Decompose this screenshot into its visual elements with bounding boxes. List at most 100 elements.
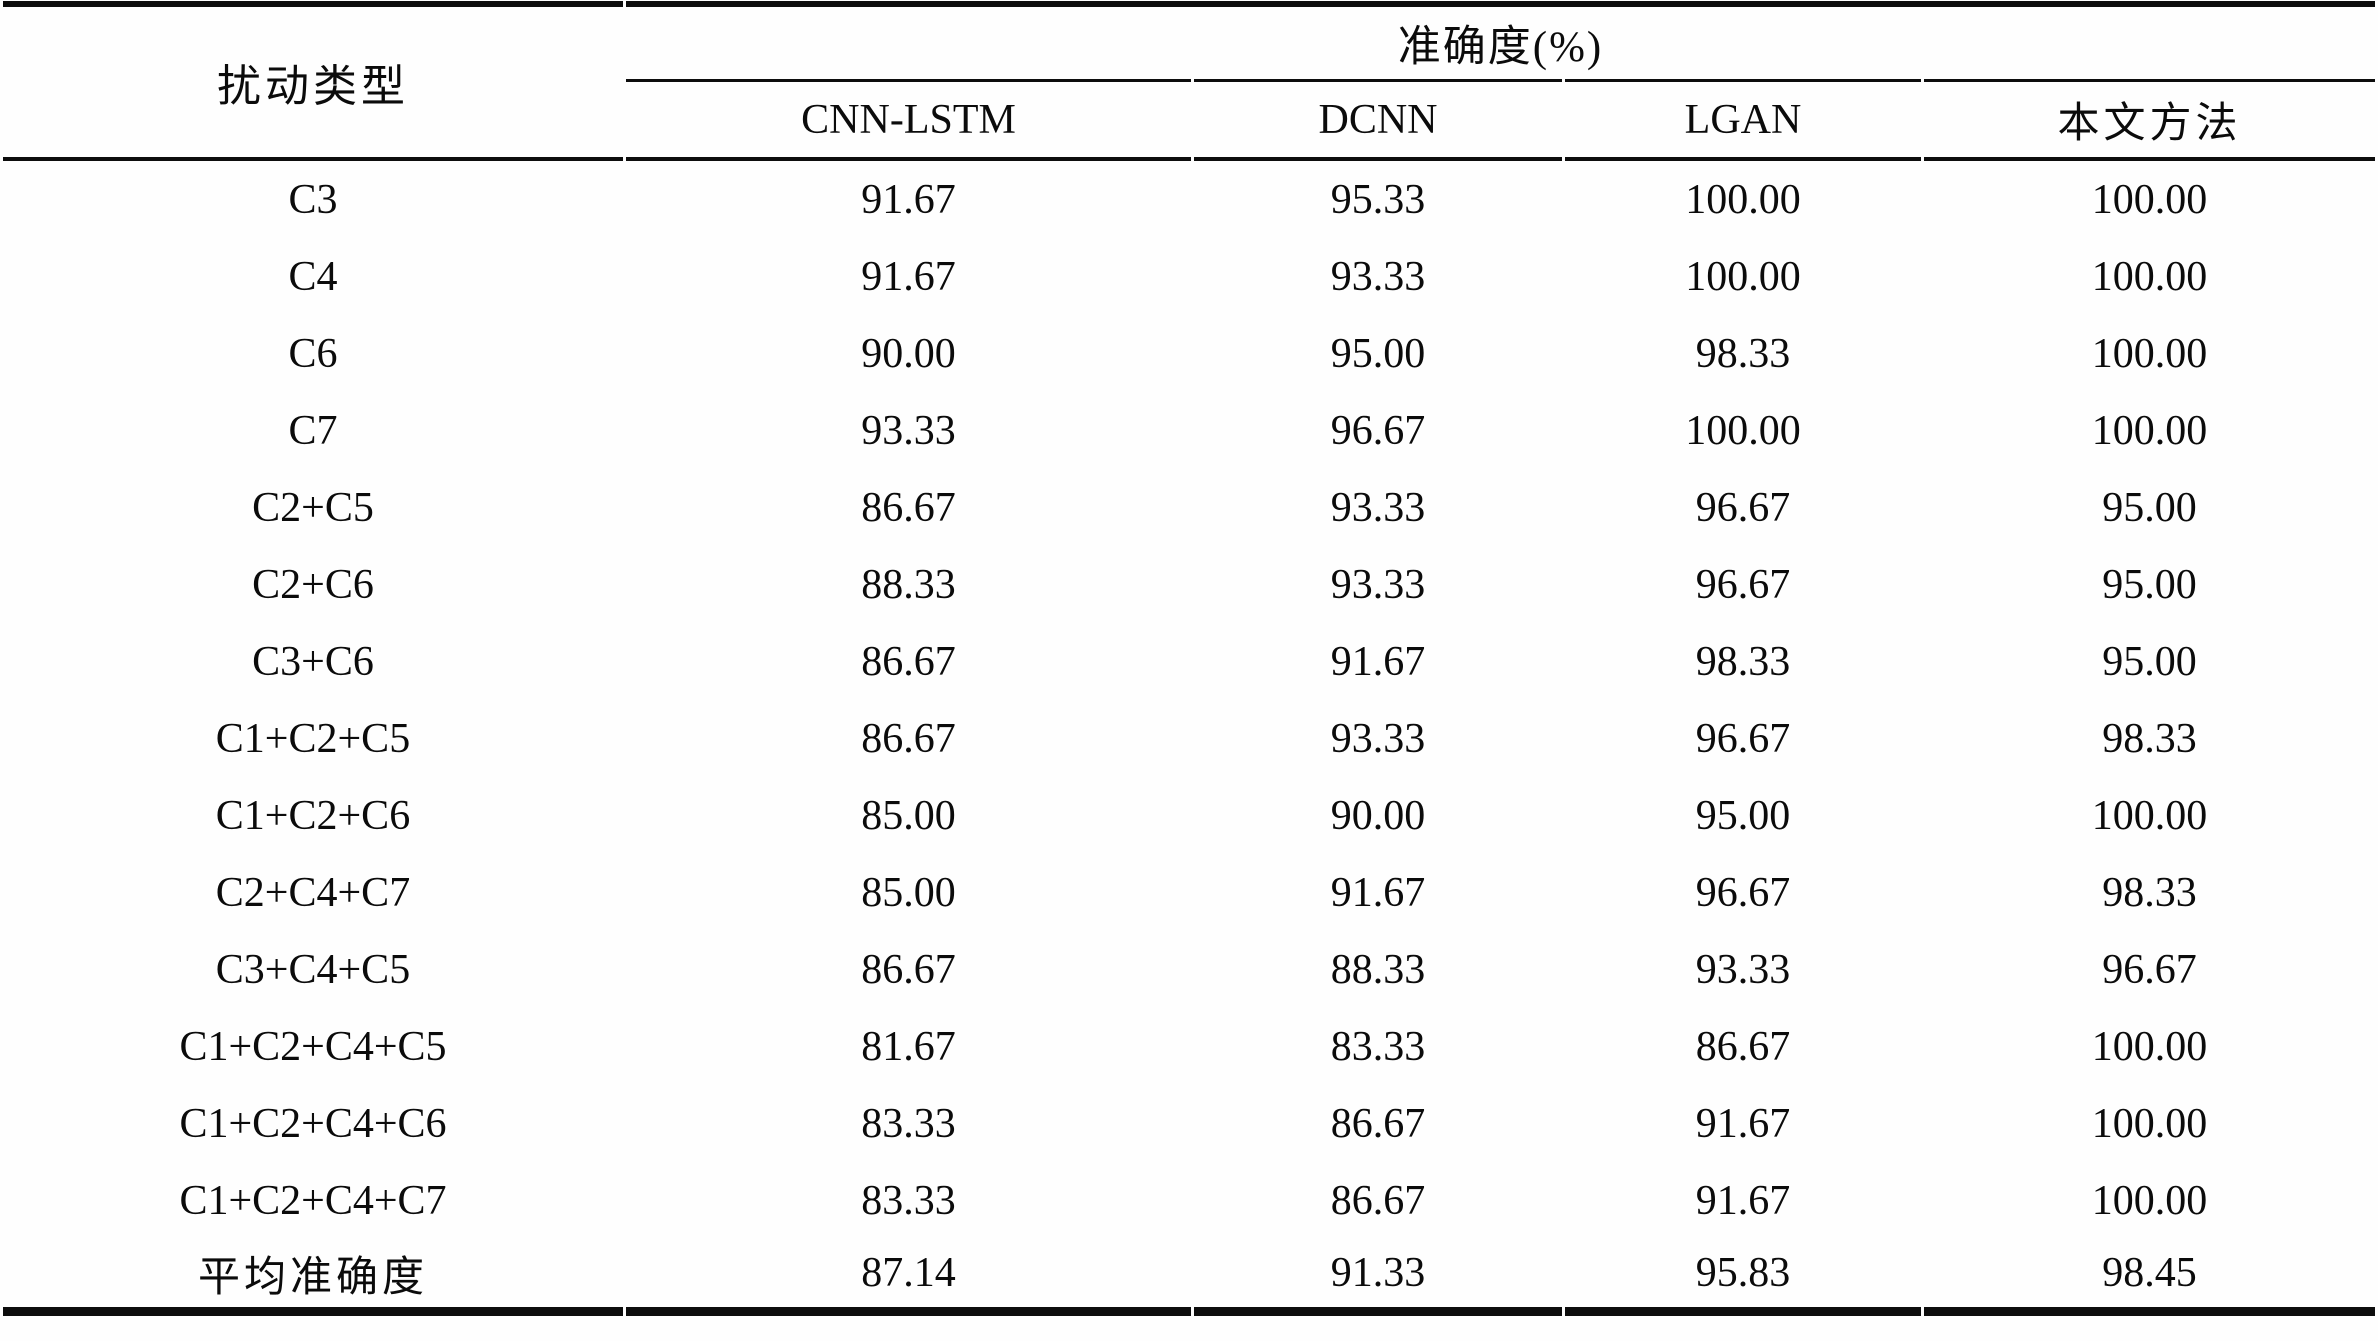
accuracy-value-cell: 91.67 (861, 253, 956, 300)
accuracy-value-cell: 83.33 (861, 1177, 956, 1224)
table-row: C4 91.67 93.33 100.00 100.00 (3, 238, 2375, 315)
accuracy-value-cell: 100.00 (1685, 176, 1801, 223)
disturbance-type-cell: C2+C4+C7 (215, 869, 411, 916)
accuracy-value-cell: 83.33 (861, 1100, 956, 1147)
accuracy-value-cell: 93.33 (1330, 561, 1426, 608)
accuracy-value-cell: 100.00 (2091, 1100, 2208, 1147)
disturbance-type-cell: C7 (288, 407, 338, 454)
disturbance-type-cell: C1+C2+C4+C6 (179, 1100, 447, 1147)
accuracy-value-cell: 98.33 (2102, 715, 2197, 762)
accuracy-value-cell: 98.45 (1924, 1239, 2376, 1316)
accuracy-value-cell: 95.00 (1695, 792, 1791, 839)
accuracy-value-cell: 96.67 (1695, 561, 1791, 608)
accuracy-value-cell: 95.00 (2102, 561, 2197, 608)
accuracy-value-cell: 100.00 (2091, 1177, 2208, 1224)
disturbance-type-cell: C1+C2+C6 (215, 792, 411, 839)
accuracy-value-cell: 86.67 (861, 715, 956, 762)
accuracy-value-cell: 91.67 (1695, 1100, 1791, 1147)
accuracy-value-cell: 95.33 (1330, 176, 1426, 223)
table-row: C1+C2+C5 86.67 93.33 96.67 98.33 (3, 700, 2375, 777)
accuracy-value-cell: 93.33 (1330, 484, 1426, 531)
accuracy-value-cell: 91.67 (1330, 869, 1426, 916)
accuracy-value-cell: 91.67 (861, 176, 956, 223)
table-row: C1+C2+C4+C5 81.67 83.33 86.67 100.00 (3, 1008, 2375, 1085)
accuracy-value-cell: 81.67 (861, 1023, 956, 1070)
disturbance-type-cell: C1+C2+C4+C7 (179, 1177, 447, 1224)
column-header-dcnn: DCNN (1194, 79, 1562, 161)
accuracy-value-cell: 88.33 (861, 561, 956, 608)
table-row: C1+C2+C4+C6 83.33 86.67 91.67 100.00 (3, 1085, 2375, 1162)
accuracy-value-cell: 96.67 (1695, 869, 1791, 916)
table-row: C3+C6 86.67 91.67 98.33 95.00 (3, 623, 2375, 700)
accuracy-value-cell: 93.33 (1330, 253, 1426, 300)
accuracy-value-cell: 95.83 (1565, 1239, 1921, 1316)
accuracy-value-cell: 86.67 (861, 484, 956, 531)
table-row: C7 93.33 96.67 100.00 100.00 (3, 392, 2375, 469)
disturbance-type-cell: C6 (288, 330, 338, 377)
accuracy-value-cell: 83.33 (1330, 1023, 1426, 1070)
accuracy-value-cell: 93.33 (1330, 715, 1426, 762)
accuracy-value-cell: 96.67 (1330, 407, 1426, 454)
disturbance-type-cell: C3+C6 (252, 638, 374, 685)
accuracy-value-cell: 86.67 (1330, 1177, 1426, 1224)
accuracy-value-cell: 100.00 (2091, 792, 2208, 839)
accuracy-value-cell: 95.00 (2102, 484, 2197, 531)
accuracy-value-cell: 96.67 (1695, 715, 1791, 762)
accuracy-value-cell: 88.33 (1330, 946, 1426, 993)
table-row: 平均准确度 87.14 91.33 95.83 98.45 (3, 1239, 2376, 1316)
column-header-accuracy-span: 准确度(%) (626, 1, 2376, 79)
accuracy-value-cell: 86.67 (861, 946, 956, 993)
accuracy-value-cell: 95.00 (2102, 638, 2197, 685)
disturbance-type-cell: C4 (288, 253, 338, 300)
disturbance-type-cell: 平均准确度 (3, 1239, 623, 1316)
accuracy-value-cell: 93.33 (1695, 946, 1791, 993)
accuracy-value-cell: 100.00 (2091, 330, 2208, 377)
accuracy-value-cell: 100.00 (1685, 407, 1801, 454)
column-header-cnn-lstm: CNN-LSTM (626, 79, 1191, 161)
accuracy-value-cell: 91.67 (1330, 638, 1426, 685)
disturbance-type-cell: C2+C6 (252, 561, 374, 608)
accuracy-value-cell: 90.00 (1330, 792, 1426, 839)
accuracy-value-cell: 100.00 (2091, 176, 2208, 223)
table-row: C2+C5 86.67 93.33 96.67 95.00 (3, 469, 2375, 546)
accuracy-value-cell: 98.33 (1695, 638, 1791, 685)
column-header-disturbance-type: 扰动类型 (3, 1, 623, 161)
header-row-methods: CNN-LSTM DCNN LGAN 本文方法 (3, 79, 2376, 161)
accuracy-value-cell: 90.00 (861, 330, 956, 377)
table-row: C1+C2+C4+C7 83.33 86.67 91.67 100.00 (3, 1162, 2375, 1239)
accuracy-value-cell: 95.00 (1330, 330, 1426, 377)
accuracy-value-cell: 93.33 (861, 407, 956, 454)
accuracy-value-cell: 85.00 (861, 792, 956, 839)
accuracy-value-cell: 91.67 (1695, 1177, 1791, 1224)
table-row: C1+C2+C6 85.00 90.00 95.00 100.00 (3, 777, 2375, 854)
table-row: C3+C4+C5 86.67 88.33 93.33 96.67 (3, 931, 2375, 1008)
accuracy-value-cell: 98.33 (1695, 330, 1791, 377)
table-body: C3 91.67 95.33 100.00 100.00 C4 91.67 93.33 100.… (3, 161, 2376, 1316)
column-header-proposed-method: 本文方法 (1924, 79, 2376, 161)
column-header-lgan: LGAN (1565, 79, 1921, 161)
disturbance-type-cell: C3+C4+C5 (215, 946, 411, 993)
table-row: C2+C4+C7 85.00 91.67 96.67 98.33 (3, 854, 2375, 931)
disturbance-type-cell: C1+C2+C5 (215, 715, 411, 762)
accuracy-value-cell: 96.67 (1695, 484, 1791, 531)
disturbance-type-cell: C1+C2+C4+C5 (179, 1023, 447, 1070)
accuracy-value-cell: 91.33 (1194, 1239, 1562, 1316)
header-row-top: 扰动类型 准确度(%) (3, 1, 2376, 161)
table-row: C2+C6 88.33 93.33 96.67 95.00 (3, 546, 2375, 623)
accuracy-value-cell: 100.00 (1685, 253, 1801, 300)
table-header: 扰动类型 准确度(%) CNN-LSTM DCNN LGAN 本文方法 (3, 1, 2376, 161)
accuracy-value-cell: 86.67 (861, 638, 956, 685)
accuracy-value-cell: 96.67 (2102, 946, 2197, 993)
accuracy-value-cell: 85.00 (861, 869, 956, 916)
accuracy-value-cell: 98.33 (2102, 869, 2197, 916)
disturbance-type-cell: C2+C5 (252, 484, 374, 531)
table-row: C6 90.00 95.00 98.33 100.00 (3, 315, 2375, 392)
accuracy-value-cell: 87.14 (626, 1239, 1191, 1316)
disturbance-type-cell: C3 (288, 176, 338, 223)
accuracy-value-cell: 100.00 (2091, 1023, 2208, 1070)
accuracy-value-cell: 86.67 (1695, 1023, 1791, 1070)
accuracy-value-cell: 100.00 (2091, 253, 2208, 300)
accuracy-value-cell: 100.00 (2091, 407, 2208, 454)
